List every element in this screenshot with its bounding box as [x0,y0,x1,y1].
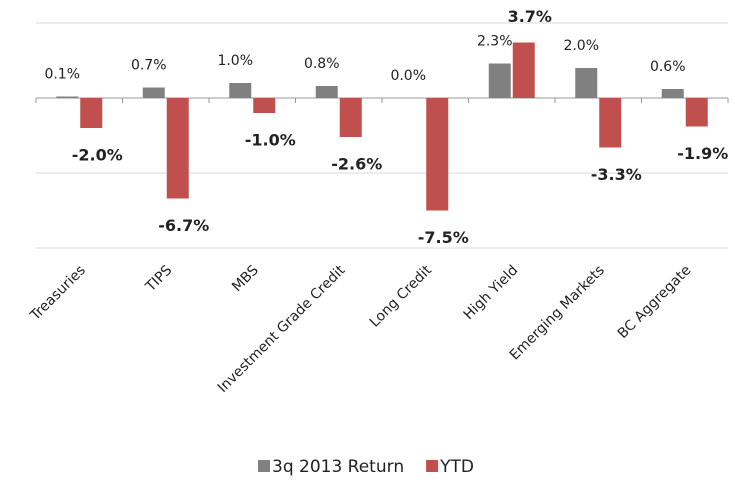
x-tick-label: Long Credit [367,262,436,331]
data-label: -6.7% [158,216,209,235]
bar [339,98,362,137]
x-tick-label: MBS [229,262,262,295]
bar [80,98,103,128]
bar [56,96,79,98]
legend-swatch [426,460,439,472]
data-label: 0.6% [650,59,686,75]
bar [685,98,708,127]
x-tick-label: High Yield [461,262,522,323]
x-tick-label: Emerging Markets [507,262,608,363]
data-label: 0.8% [304,56,340,72]
bar [253,98,276,113]
bar [512,42,535,98]
data-label: -1.0% [245,131,296,150]
data-label: -7.5% [418,228,469,247]
data-label: 0.0% [390,68,426,84]
legend-swatch [258,460,270,472]
data-label: -3.3% [591,165,642,184]
bar [229,83,252,98]
x-tick-label: BC Aggregate [615,262,695,342]
data-label: 0.1% [44,67,80,83]
data-label: 0.7% [131,58,167,74]
bar [426,98,449,211]
data-label: -2.0% [72,146,123,165]
data-label: 3.7% [508,7,552,26]
bar [315,86,338,98]
bar [166,98,189,199]
bar [661,89,684,98]
x-tick-label: TIPS [142,262,175,295]
bar [575,68,598,98]
data-label: -1.9% [677,144,728,163]
bar [488,63,511,98]
x-tick-label: Treasuries [27,262,89,324]
bar [142,87,165,98]
data-label: 2.0% [563,38,599,54]
data-label: -2.6% [331,155,382,174]
bar [599,98,622,148]
data-label: 2.3% [477,34,513,50]
legend-label: YTD [439,457,474,477]
data-label: 1.0% [217,53,253,69]
legend-label: 3q 2013 Return [272,457,404,477]
